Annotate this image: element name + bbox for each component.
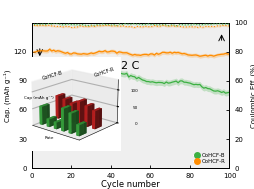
Text: 2 C: 2 C: [121, 61, 139, 71]
Y-axis label: Coulombic Eff. (%): Coulombic Eff. (%): [250, 63, 254, 128]
Legend: CoHCF-B, CoHCF-R: CoHCF-B, CoHCF-R: [192, 152, 226, 165]
Y-axis label: Cap. (mAh g⁻¹): Cap. (mAh g⁻¹): [3, 69, 11, 122]
X-axis label: Cycle number: Cycle number: [101, 180, 160, 189]
